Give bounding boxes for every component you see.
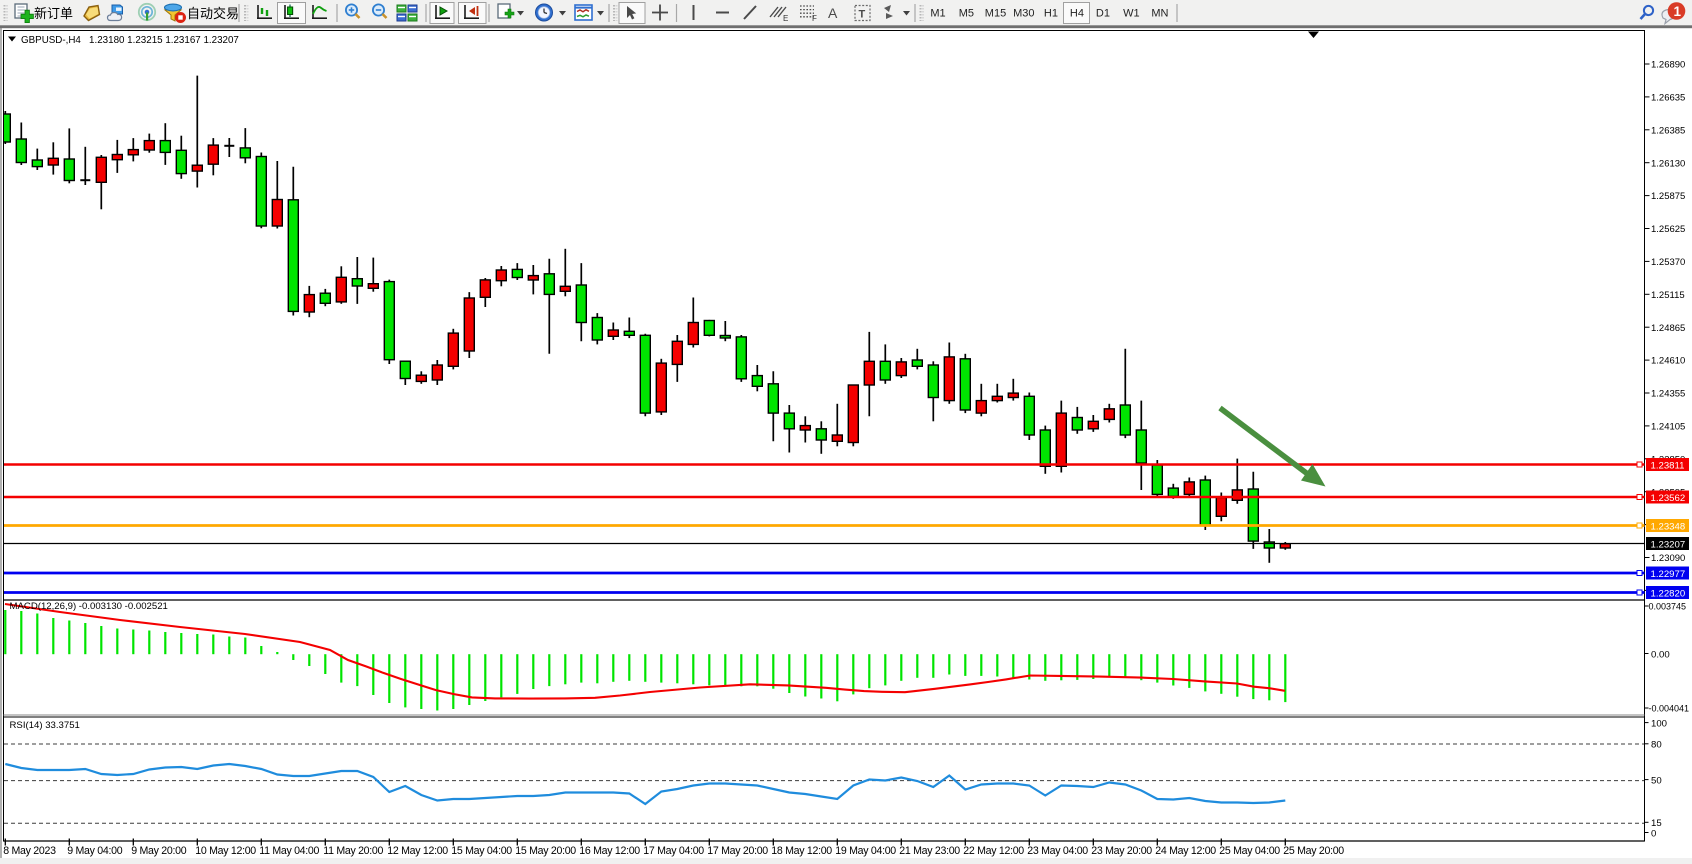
svg-text:1.22977: 1.22977 xyxy=(1651,569,1686,580)
svg-text:1.26385: 1.26385 xyxy=(1651,125,1685,136)
svg-text:A: A xyxy=(828,5,838,21)
svg-text:MN: MN xyxy=(1151,8,1168,20)
svg-text:24 May 12:00: 24 May 12:00 xyxy=(1155,845,1216,857)
svg-text:19 May 04:00: 19 May 04:00 xyxy=(835,845,896,857)
svg-text:1.25115: 1.25115 xyxy=(1651,290,1685,301)
svg-text:1: 1 xyxy=(1674,4,1682,19)
svg-text:1.26635: 1.26635 xyxy=(1651,93,1685,104)
svg-text:1.24865: 1.24865 xyxy=(1651,323,1685,334)
svg-text:10 May 12:00: 10 May 12:00 xyxy=(195,845,256,857)
svg-text:50: 50 xyxy=(1651,775,1662,786)
svg-text:GBPUSD-,H4 1.23180 1.23215 1: GBPUSD-,H4 1.23180 1.23215 1.23167 1.232… xyxy=(21,35,239,46)
svg-text:1.23562: 1.23562 xyxy=(1651,493,1686,504)
svg-text:自动交易: 自动交易 xyxy=(187,6,239,21)
svg-text:1.23811: 1.23811 xyxy=(1651,460,1685,471)
svg-text:RSI(14) 33.3751: RSI(14) 33.3751 xyxy=(10,720,80,731)
svg-text:18 May 12:00: 18 May 12:00 xyxy=(771,845,832,857)
svg-text:9 May 20:00: 9 May 20:00 xyxy=(131,845,186,857)
svg-text:15 May 04:00: 15 May 04:00 xyxy=(451,845,512,857)
svg-text:11 May 04:00: 11 May 04:00 xyxy=(259,845,319,857)
svg-text:8 May 2023: 8 May 2023 xyxy=(3,845,56,857)
svg-text:1.25625: 1.25625 xyxy=(1651,224,1685,235)
svg-text:0.00: 0.00 xyxy=(1651,649,1670,660)
svg-text:1.24105: 1.24105 xyxy=(1651,422,1685,433)
svg-text:15: 15 xyxy=(1651,818,1662,829)
svg-text:-0.004041: -0.004041 xyxy=(1649,704,1690,714)
svg-text:MACD(12,26,9) -0.003130 -0.002: MACD(12,26,9) -0.003130 -0.002521 xyxy=(10,601,168,612)
svg-text:16 May 12:00: 16 May 12:00 xyxy=(579,845,640,857)
svg-text:1.24610: 1.24610 xyxy=(1651,356,1685,367)
svg-text:25 May 04:00: 25 May 04:00 xyxy=(1219,845,1280,857)
svg-text:25 May 20:00: 25 May 20:00 xyxy=(1283,845,1344,857)
svg-text:1.22820: 1.22820 xyxy=(1651,588,1686,599)
svg-text:M1: M1 xyxy=(930,8,945,20)
svg-text:F: F xyxy=(812,14,817,23)
svg-text:1.23090: 1.23090 xyxy=(1651,553,1685,564)
svg-text:D1: D1 xyxy=(1096,8,1110,20)
svg-text:新订单: 新订单 xyxy=(34,6,73,21)
svg-text:0: 0 xyxy=(1651,828,1656,839)
svg-text:11 May 20:00: 11 May 20:00 xyxy=(323,845,383,857)
svg-text:E: E xyxy=(783,14,788,23)
svg-text:1.25370: 1.25370 xyxy=(1651,257,1685,268)
svg-text:1.23207: 1.23207 xyxy=(1651,539,1686,550)
svg-text:80: 80 xyxy=(1651,740,1662,751)
svg-text:1.24355: 1.24355 xyxy=(1651,389,1685,400)
svg-text:M15: M15 xyxy=(985,8,1006,20)
svg-text:T: T xyxy=(859,9,866,21)
svg-text:1.26130: 1.26130 xyxy=(1651,158,1685,169)
svg-text:23 May 04:00: 23 May 04:00 xyxy=(1027,845,1088,857)
svg-text:M30: M30 xyxy=(1013,8,1034,20)
svg-text:23 May 20:00: 23 May 20:00 xyxy=(1091,845,1152,857)
svg-text:1.23348: 1.23348 xyxy=(1651,521,1686,532)
svg-text:0.003745: 0.003745 xyxy=(1649,602,1687,612)
svg-text:W1: W1 xyxy=(1123,8,1140,20)
svg-text:1.25875: 1.25875 xyxy=(1651,191,1685,202)
svg-text:9 May 04:00: 9 May 04:00 xyxy=(67,845,122,857)
svg-text:17 May 20:00: 17 May 20:00 xyxy=(707,845,768,857)
svg-text:1.26890: 1.26890 xyxy=(1651,60,1685,71)
svg-text:100: 100 xyxy=(1651,718,1667,729)
svg-text:H1: H1 xyxy=(1044,8,1058,20)
svg-text:12 May 12:00: 12 May 12:00 xyxy=(387,845,448,857)
svg-text:17 May 04:00: 17 May 04:00 xyxy=(643,845,704,857)
svg-text:M5: M5 xyxy=(959,8,974,20)
svg-text:21 May 23:00: 21 May 23:00 xyxy=(899,845,960,857)
svg-text:22 May 12:00: 22 May 12:00 xyxy=(963,845,1024,857)
svg-text:H4: H4 xyxy=(1070,8,1084,20)
svg-text:15 May 20:00: 15 May 20:00 xyxy=(515,845,576,857)
